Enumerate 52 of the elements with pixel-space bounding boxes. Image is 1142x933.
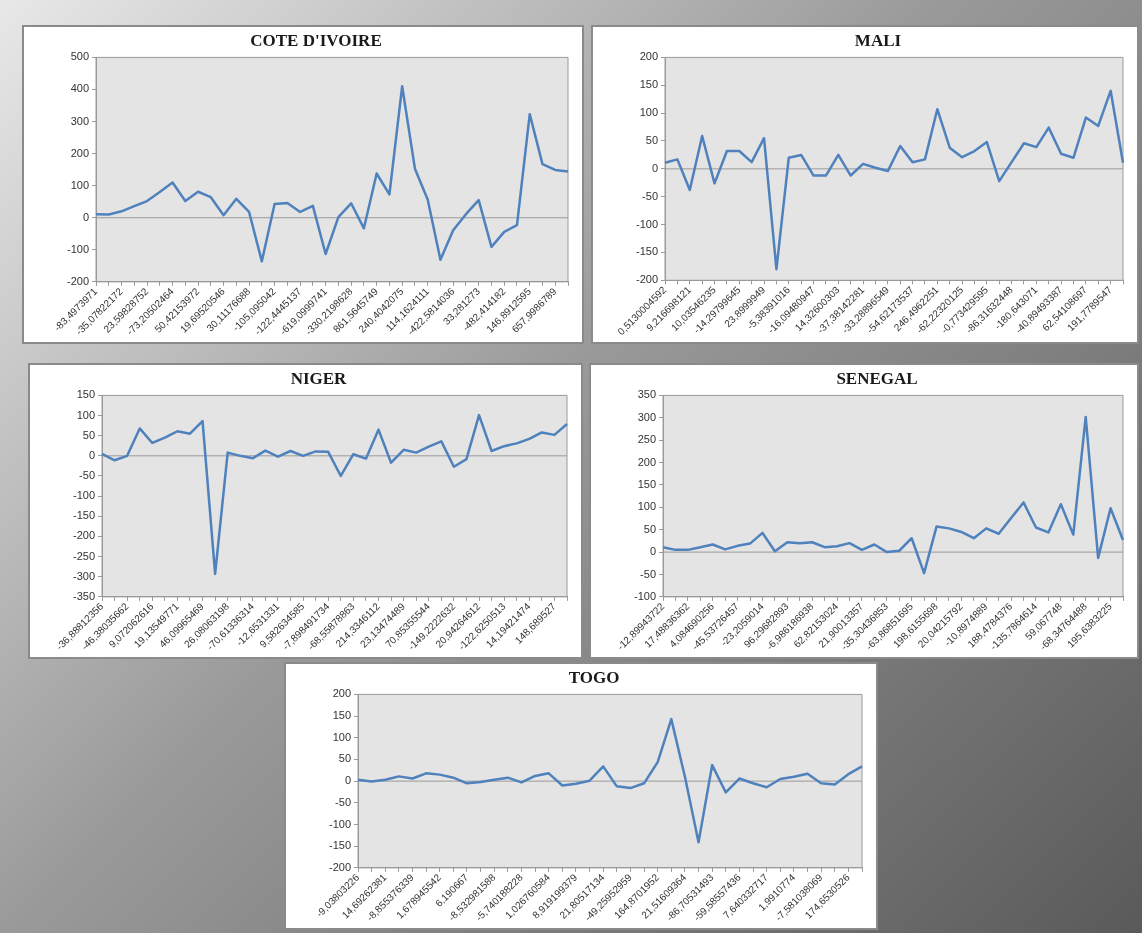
y-tick-label: -50 — [335, 795, 352, 808]
y-tick-label: 400 — [70, 82, 90, 95]
y-tick-label: 50 — [338, 752, 352, 765]
y-tick-label: 100 — [70, 178, 90, 191]
y-tick-label: 50 — [82, 428, 96, 441]
y-tick-label: 50 — [643, 522, 657, 535]
y-tick-label: 350 — [637, 388, 657, 401]
y-tick-label: 0 — [344, 774, 352, 787]
y-tick-label: -200 — [66, 274, 90, 287]
y-tick-label: -350 — [72, 589, 96, 602]
y-tick-label: -200 — [72, 529, 96, 542]
y-tick-label: -100 — [328, 817, 352, 830]
y-tick-label: -200 — [635, 273, 659, 286]
chart-title: COTE D'IVOIRE — [250, 30, 382, 50]
y-tick-label: 200 — [637, 455, 657, 468]
chart-title: MALI — [854, 30, 902, 50]
y-tick-label: -100 — [635, 217, 659, 230]
y-tick-label: -300 — [72, 569, 96, 582]
y-tick-label: 150 — [332, 709, 352, 722]
y-tick-label: 0 — [82, 210, 90, 223]
y-tick-label: 100 — [76, 408, 96, 421]
y-tick-label: 100 — [332, 730, 352, 743]
y-tick-label: -100 — [633, 589, 657, 602]
chart-title: NIGER — [290, 368, 348, 388]
y-tick-label: 150 — [639, 78, 659, 91]
y-tick-label: 300 — [70, 114, 90, 127]
y-tick-label: 100 — [637, 500, 657, 513]
y-tick-label: -150 — [72, 509, 96, 522]
y-tick-label: -250 — [72, 549, 96, 562]
y-tick-label: 0 — [649, 545, 657, 558]
y-tick-label: -100 — [66, 242, 90, 255]
y-tick-label: -150 — [635, 245, 659, 258]
y-tick-label: 500 — [70, 50, 90, 63]
y-tick-label: 200 — [332, 687, 352, 700]
y-tick-label: 0 — [651, 161, 659, 174]
chart-title: SENEGAL — [836, 368, 918, 388]
y-tick-label: 0 — [88, 448, 96, 461]
y-tick-label: -150 — [328, 839, 352, 852]
y-tick-label: 200 — [639, 50, 659, 63]
y-tick-label: 250 — [637, 433, 657, 446]
chart-title: TOGO — [568, 667, 620, 687]
y-tick-label: 300 — [637, 410, 657, 423]
y-tick-label: 200 — [70, 146, 90, 159]
y-tick-label: 150 — [76, 388, 96, 401]
y-tick-label: -50 — [642, 189, 659, 202]
y-tick-label: 100 — [639, 106, 659, 119]
y-tick-label: -50 — [640, 567, 657, 580]
y-tick-label: -50 — [79, 469, 96, 482]
y-tick-label: -100 — [72, 489, 96, 502]
y-tick-label: 50 — [645, 134, 659, 147]
y-tick-label: 150 — [637, 477, 657, 490]
y-tick-label: -200 — [328, 860, 352, 873]
